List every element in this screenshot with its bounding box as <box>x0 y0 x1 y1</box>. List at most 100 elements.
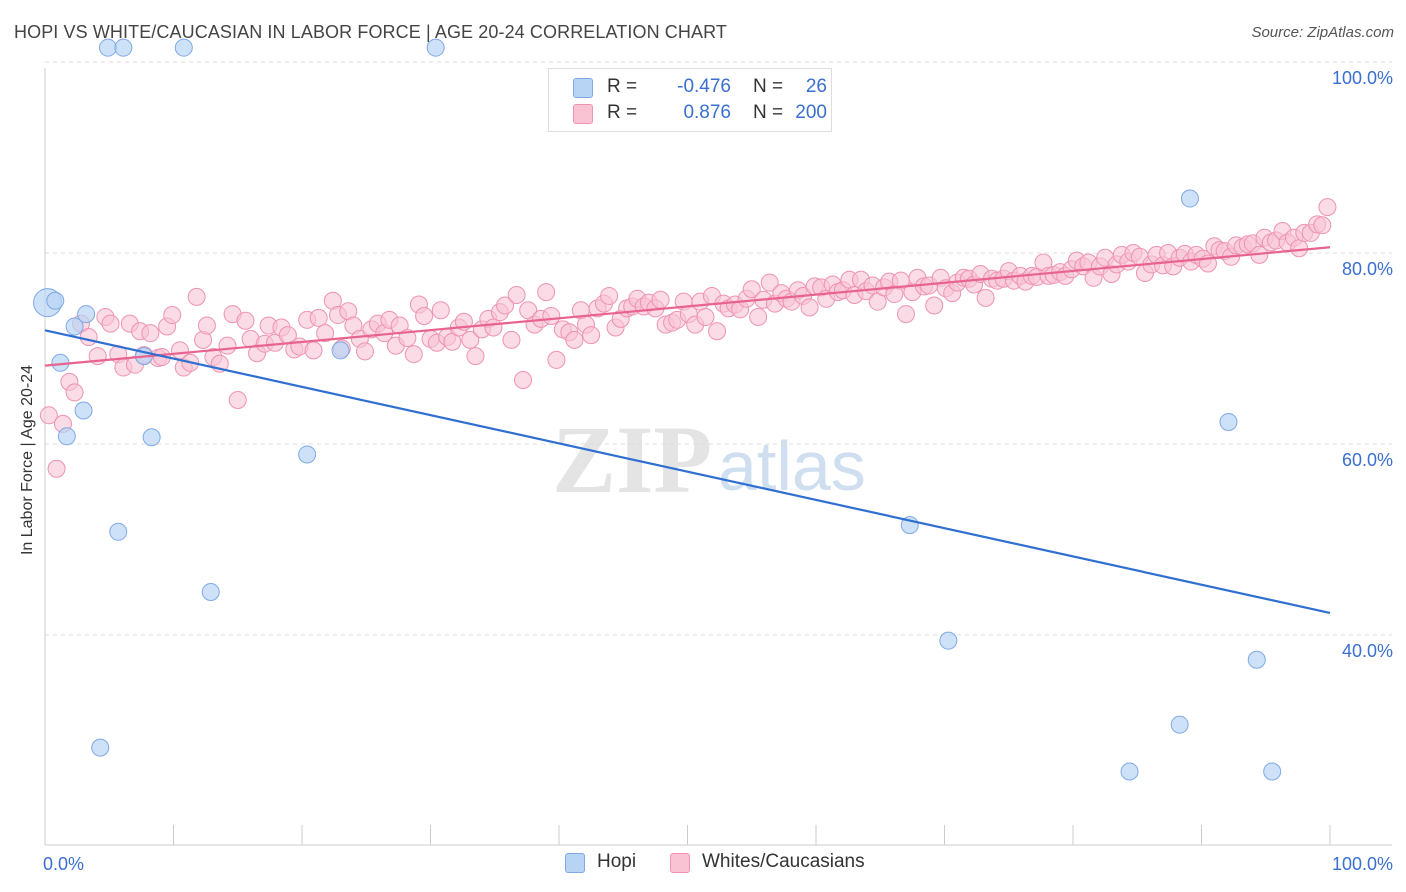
r-label: R = <box>607 76 638 97</box>
white-caucasian-point <box>651 290 670 309</box>
white-caucasian-trend-line <box>44 246 1331 367</box>
white-caucasian-point <box>600 286 619 305</box>
hopi-swatch <box>565 853 585 873</box>
n-label: N = <box>753 76 784 97</box>
n-label: N = <box>753 102 784 123</box>
hopi-swatch <box>573 78 593 98</box>
hopi-point <box>298 445 317 464</box>
r-value: -0.476 <box>677 76 731 97</box>
white-caucasian-point <box>415 306 434 325</box>
hopi-point <box>142 428 161 447</box>
white-caucasian-point <box>896 305 915 324</box>
white-caucasian-point <box>696 307 715 326</box>
white-caucasian-point <box>976 288 995 307</box>
axes <box>44 68 1392 846</box>
trend-lines <box>44 246 1331 615</box>
white-caucasian-point <box>218 336 237 355</box>
white-caucasian-point <box>507 285 526 304</box>
white-caucasian-point <box>742 280 761 299</box>
hopi-point <box>1263 762 1282 781</box>
white-caucasian-point <box>431 301 450 320</box>
hopi-point <box>109 522 128 541</box>
legend-label-white-caucasian: Whites/Caucasians <box>702 851 865 872</box>
white-caucasian-point <box>355 342 374 361</box>
hopi-point <box>1180 189 1199 208</box>
white-caucasian-point <box>304 341 323 360</box>
n-value: 26 <box>805 76 827 97</box>
hopi-point <box>65 317 84 336</box>
white-caucasian-point <box>1290 239 1309 258</box>
white-caucasian-point <box>484 318 503 337</box>
y-tick-label: 100.0% <box>1332 68 1393 88</box>
hopi-point <box>91 738 110 757</box>
white-caucasian-point <box>925 296 944 315</box>
correlation-legend: R = -0.476 N = 26 R = 0.876 N = 200 <box>548 68 832 132</box>
white-caucasian-point <box>760 273 779 292</box>
white-caucasian-point <box>749 307 768 326</box>
white-caucasian-point <box>1318 198 1337 217</box>
white-caucasian-point <box>187 287 206 306</box>
hopi-point <box>98 38 117 57</box>
x-tick-label: 100.0% <box>1332 854 1393 874</box>
white-caucasian-point <box>466 347 485 366</box>
white-caucasian-point <box>547 350 566 369</box>
n-value: 200 <box>795 102 827 123</box>
white-caucasian-point <box>800 298 819 317</box>
white-caucasian-point <box>228 391 247 410</box>
chart-title: HOPI VS WHITE/CAUCASIAN IN LABOR FORCE |… <box>14 22 727 42</box>
hopi-point <box>174 38 193 57</box>
hopi-point <box>74 401 93 420</box>
white-caucasian-point <box>461 330 480 349</box>
hopi-point <box>46 291 65 310</box>
white-caucasian-point <box>47 459 66 478</box>
watermark: ZIP atlas <box>552 406 866 513</box>
y-tick-label: 80.0% <box>1342 259 1393 279</box>
white-caucasian-point <box>708 322 727 341</box>
white-caucasian-swatch <box>573 104 593 124</box>
hopi-point <box>77 305 96 324</box>
y-tick-label: 40.0% <box>1342 641 1393 661</box>
white-caucasian-swatch <box>670 853 690 873</box>
white-caucasian-point <box>514 370 533 389</box>
white-caucasian-point <box>163 306 182 325</box>
hopi-points <box>33 38 1282 781</box>
hopi-trend-line <box>44 329 1331 615</box>
white-caucasian-point <box>39 406 58 425</box>
white-caucasian-point <box>79 328 98 347</box>
white-caucasian-point <box>496 296 515 315</box>
hopi-point <box>1170 715 1189 734</box>
r-label: R = <box>607 102 638 123</box>
x-tick-label: 0.0% <box>43 854 84 874</box>
white-caucasian-point <box>404 345 423 364</box>
white-caucasian-point <box>565 330 584 349</box>
hopi-point <box>939 631 958 650</box>
white-caucasian-point <box>197 316 216 335</box>
tick-labels: 100.0% 80.0% 60.0% 40.0% 0.0% 100.0% <box>43 68 1393 874</box>
white-caucasian-point <box>141 324 160 343</box>
hopi-point <box>331 341 350 360</box>
gridlines <box>45 61 1392 636</box>
white-caucasian-point <box>309 308 328 327</box>
hopi-point <box>1247 650 1266 669</box>
white-caucasian-point <box>65 383 84 402</box>
y-tick-label: 60.0% <box>1342 450 1393 470</box>
white-caucasian-point <box>537 283 556 302</box>
white-caucasian-point <box>582 326 601 345</box>
white-caucasian-point <box>101 314 120 333</box>
white-caucasian-point <box>316 324 335 343</box>
hopi-point <box>57 427 76 446</box>
r-value: 0.876 <box>683 102 731 123</box>
white-caucasian-point <box>236 311 255 330</box>
hopi-point <box>114 38 133 57</box>
white-caucasian-point <box>502 330 521 349</box>
legend-label-hopi: Hopi <box>597 851 637 872</box>
white-caucasian-point <box>542 306 561 325</box>
white-caucasian-point <box>1313 216 1332 235</box>
hopi-point <box>1219 412 1238 431</box>
hopi-point <box>1120 762 1139 781</box>
source-label: Source: ZipAtlas.com <box>1251 24 1394 41</box>
hopi-point <box>201 582 220 601</box>
watermark-atlas: atlas <box>718 427 866 505</box>
hopi-point <box>426 38 445 57</box>
